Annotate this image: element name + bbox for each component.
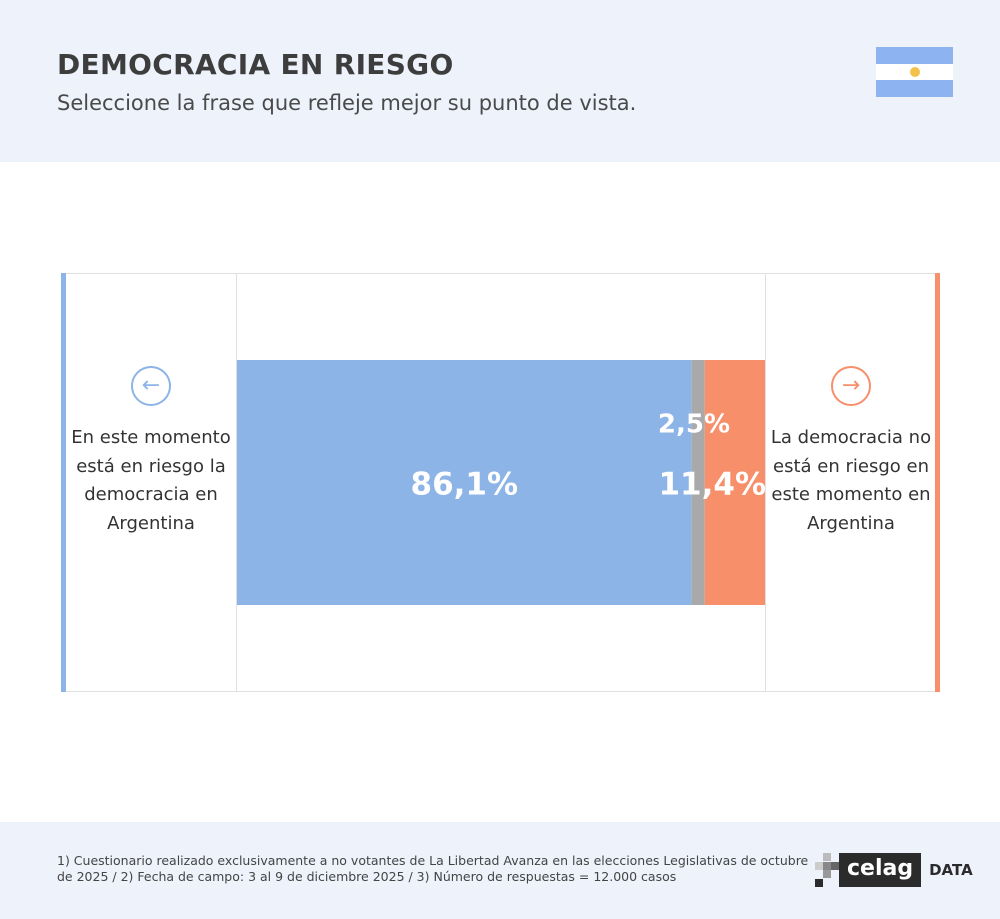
bar-segment-0 [237,360,692,605]
arrow-right-icon: → [831,366,871,406]
right-option: → La democracia no está en riesgo en est… [766,366,936,538]
left-option: ← En este momento está en riesgo la demo… [66,366,236,538]
header: DEMOCRACIA EN RIESGO Seleccione la frase… [0,0,1000,162]
data-label-2: 11,4% [658,467,766,503]
left-option-text: En este momento está en riesgo la democr… [71,427,231,534]
footnote: 1) Cuestionario realizado exclusivamente… [57,853,809,884]
logo-pixel-icon [815,853,839,887]
data-label-1: 2,5% [658,410,730,440]
page-subtitle: Seleccione la frase que refleje mejor su… [57,91,637,115]
divider [765,273,766,692]
page-title: DEMOCRACIA EN RIESGO [57,48,454,81]
right-accent-bar [935,273,940,692]
right-option-text: La democracia no está en riesgo en este … [770,427,932,534]
left-accent-bar [61,273,66,692]
argentina-flag-icon [876,47,953,97]
celag-logo: celag DATA [815,853,973,887]
bar-segment-2 [704,360,765,605]
divider [236,273,237,692]
arrow-left-icon: ← [131,366,171,406]
data-label-0: 86,1% [411,467,519,503]
bar-segment-1 [691,360,705,605]
footer [0,822,1000,919]
